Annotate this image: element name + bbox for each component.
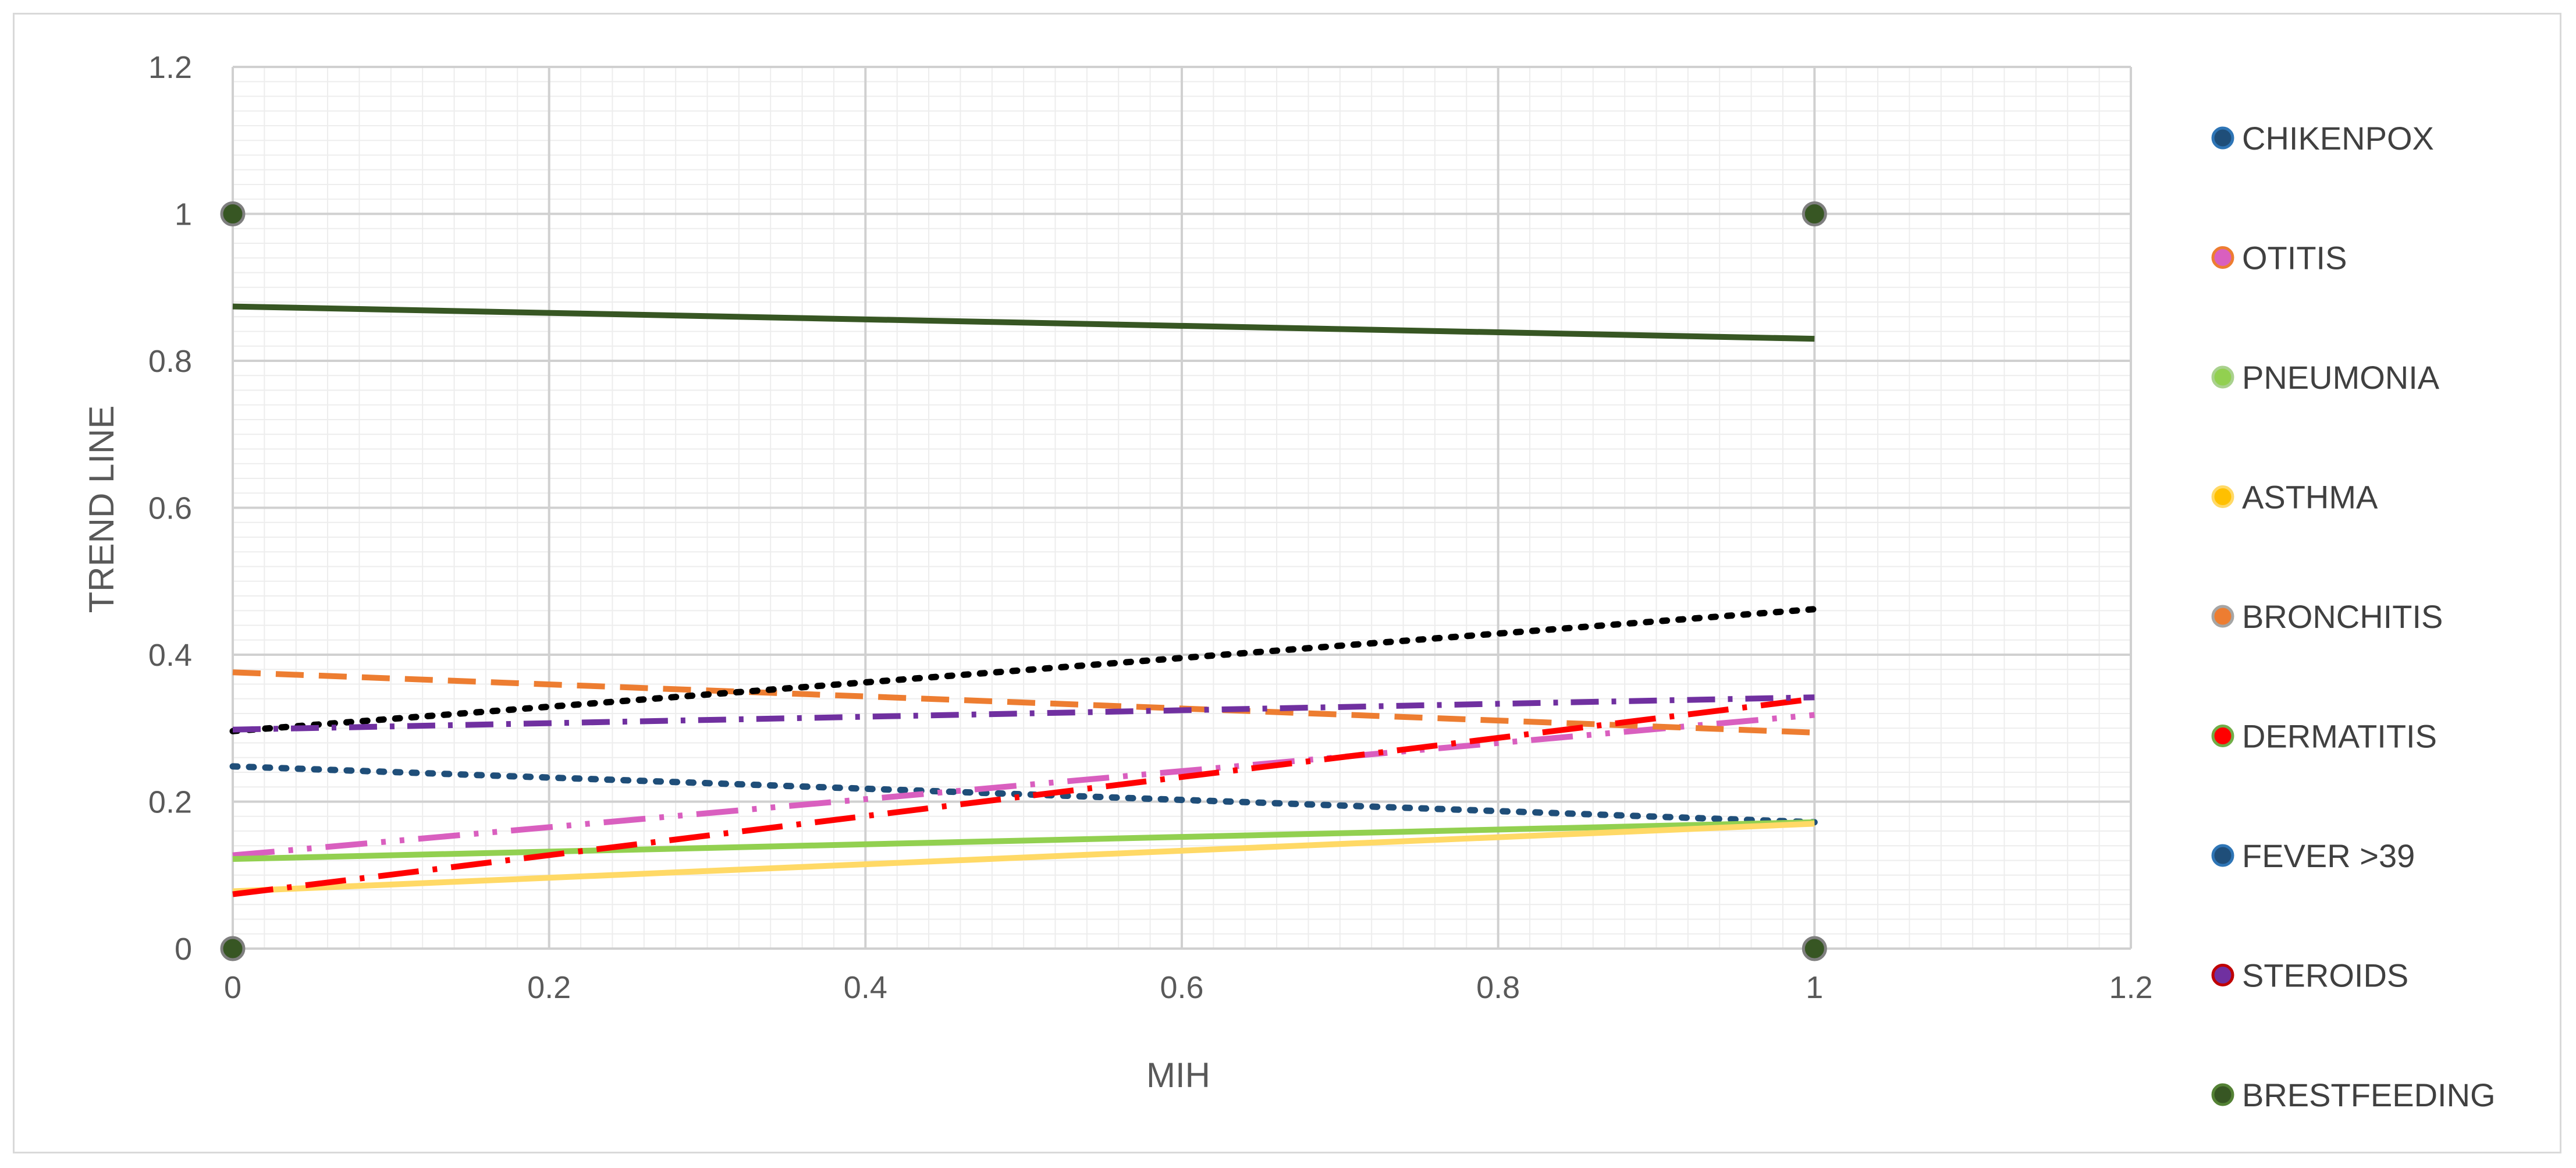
trendline-bronchitis [232,669,1815,736]
legend-label: CHIKENPOX [2242,120,2434,157]
legend-marker [2211,365,2234,389]
y-tick-label: 1.2 [148,50,192,85]
x-tick-label: 0.8 [1476,970,1520,1005]
trendline-otitis [232,712,1815,858]
chart-frame [13,13,2561,1153]
legend-label: BRONCHITIS [2242,598,2443,635]
y-tick-label: 0.6 [148,491,192,526]
y-tick-label: 0 [175,932,192,967]
legend-label: DERMATITIS [2242,718,2437,755]
x-tick-label: 0.4 [844,970,887,1005]
trendline-fever-39 [229,606,1818,734]
x-tick-label: 1.2 [2109,970,2152,1005]
y-axis-title: TREND LINE [82,406,121,613]
legend-label: PNEUMONIA [2242,359,2440,396]
legend-marker [2211,964,2234,986]
trendline-dermatitis [232,695,1815,897]
trendline-asthma [232,821,1815,894]
y-tick-labels: 0 0.2 0.4 0.6 0.8 1 1.2 [148,50,192,967]
legend-marker [2211,725,2234,747]
data-points [220,201,1827,961]
trendline-chikenpox [229,763,1818,826]
x-tick-label: 0.6 [1160,970,1203,1005]
legend-marker [2211,485,2234,508]
x-axis-title: MIH [1146,1056,1210,1095]
trendlines [229,303,1818,897]
legend-marker [2211,605,2234,628]
legend-marker [2211,1083,2234,1106]
legend-label: FEVER >39 [2242,837,2415,874]
trendline-pneumonia [232,819,1815,862]
x-tick-labels: 0 0.2 0.4 0.6 0.8 1 1.2 [224,970,2153,1005]
y-tick-label: 1 [175,197,192,232]
legend-marker [2211,126,2234,150]
x-tick-label: 0.2 [527,970,571,1005]
y-tick-label: 0.2 [148,785,192,820]
legend-marker [2211,844,2234,867]
legend-label: BRESTFEEDING [2242,1077,2496,1113]
data-point [1802,201,1827,226]
legend: CHIKENPOX OTITIS PNEUMONIA ASTHMA BRONCHITIS… [2211,120,2496,1113]
trendline-brestfeeding [232,303,1815,342]
legend-label: STEROIDS [2242,957,2408,994]
y-tick-label: 0.4 [148,638,192,673]
legend-marker [2211,246,2234,269]
y-tick-label: 0.8 [148,344,192,379]
x-tick-label: 0 [224,970,241,1005]
legend-label: OTITIS [2242,240,2347,276]
legend-label: ASTHMA [2242,479,2378,516]
data-point [220,201,246,226]
data-point [1802,936,1827,961]
data-point [220,936,246,961]
x-tick-label: 1 [1806,970,1823,1005]
